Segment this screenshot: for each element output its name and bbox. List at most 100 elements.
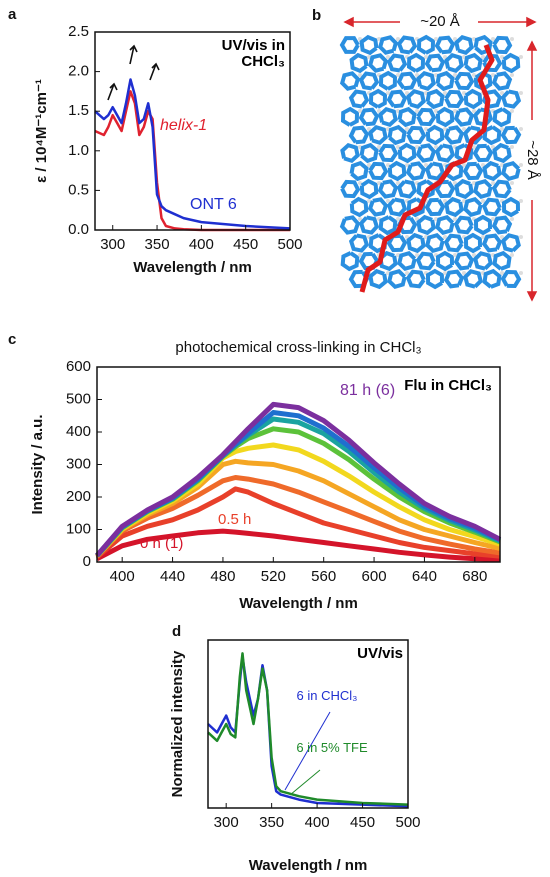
x-tick-label: 440 — [160, 568, 185, 585]
y-tick-label: 500 — [66, 390, 91, 407]
x-tick-label: 450 — [233, 236, 258, 253]
molecule-bond — [400, 109, 415, 125]
molecule-bond — [399, 38, 415, 53]
molecule-bond — [494, 218, 510, 233]
molecule-bond — [437, 38, 453, 53]
plot-frame — [208, 640, 408, 808]
molecule-bond — [437, 145, 453, 160]
molecule-bond — [485, 127, 500, 143]
series-line — [208, 657, 408, 807]
y-tick-label: 1.5 — [68, 102, 89, 119]
molecule-bond — [494, 73, 510, 88]
molecule-bond — [428, 91, 443, 107]
molecule-bond — [361, 110, 377, 125]
x-tick-label: 300 — [214, 814, 239, 831]
molecule-bond — [446, 272, 462, 287]
molecule-bond — [418, 145, 434, 160]
hydrogen-atom — [510, 181, 514, 185]
molecule-bond — [438, 253, 452, 269]
series-label: 0.5 h — [218, 512, 251, 528]
molecule-bond — [457, 181, 472, 197]
molecule-bond — [456, 254, 472, 269]
chart: b ~20 Å ~28 Å a3003504004505000.00.51.01… — [0, 0, 550, 877]
molecule-bond — [409, 235, 424, 251]
x-tick-label: 480 — [210, 568, 235, 585]
molecule-bond — [399, 74, 415, 89]
x-tick-label: 350 — [259, 814, 284, 831]
molecule-bond — [475, 181, 490, 197]
molecule-bond — [503, 235, 518, 250]
x-tick-label: 400 — [305, 814, 330, 831]
molecule-bond — [418, 110, 434, 124]
width-label: ~20 Å — [420, 13, 460, 30]
x-axis-label: Wavelength / nm — [133, 259, 252, 276]
molecule-bond — [437, 217, 452, 233]
molecule-bond — [495, 109, 510, 125]
molecule-bond — [428, 271, 442, 287]
x-tick-label: 680 — [462, 568, 487, 585]
molecule-bond — [428, 127, 442, 143]
molecule-bond — [419, 217, 434, 233]
molecule-bond — [389, 271, 404, 287]
molecule-bond — [370, 164, 386, 178]
molecule-bond — [381, 73, 395, 89]
y-tick-label: 0.0 — [68, 221, 89, 238]
molecule-bond — [408, 272, 424, 287]
x-tick-label: 640 — [412, 568, 437, 585]
molecule-bond — [380, 109, 395, 125]
molecule-bond — [427, 200, 443, 214]
panel-label: d — [172, 623, 181, 640]
hydrogen-atom — [519, 271, 523, 275]
x-tick-label: 500 — [395, 814, 420, 831]
hydrogen-atom — [510, 73, 514, 77]
molecule-bond — [351, 92, 367, 107]
x-tick-label: 560 — [311, 568, 336, 585]
molecule-bond — [485, 163, 500, 179]
molecule-bond — [495, 145, 510, 161]
molecule-bond — [380, 37, 396, 52]
x-tick-label: 500 — [277, 236, 302, 253]
molecule-bond — [418, 73, 433, 89]
molecule-bond — [352, 55, 367, 71]
x-tick-label: 600 — [362, 568, 387, 585]
molecule-bond — [446, 92, 462, 106]
molecule-bond — [446, 127, 462, 142]
panel-label: a — [8, 6, 17, 23]
y-tick-label: 200 — [66, 488, 91, 505]
x-tick-label: 400 — [189, 236, 214, 253]
molecule — [342, 37, 523, 287]
molecule-bond — [380, 181, 396, 196]
molecule-bond — [419, 37, 433, 53]
panel-label: c — [8, 331, 16, 348]
molecule-bond — [466, 55, 481, 71]
series-label: helix-1 — [160, 118, 207, 134]
y-tick-label: 0.5 — [68, 181, 89, 198]
molecule-bond — [418, 254, 434, 269]
molecule-bond — [503, 163, 518, 179]
chart-title: photochemical cross-linking in CHCl₃ — [175, 339, 421, 356]
x-axis-label: Wavelength / nm — [239, 595, 358, 612]
series-label: 0 h (1) — [140, 536, 183, 552]
hydrogen-atom — [519, 55, 523, 59]
figure: b ~20 Å ~28 Å a3003504004505000.00.51.01… — [0, 0, 550, 877]
molecule-bond — [390, 127, 405, 143]
molecule-bond — [362, 145, 377, 161]
molecule-bond — [362, 181, 376, 197]
molecule-bond — [504, 199, 518, 215]
y-axis-label: Intensity / a.u. — [29, 414, 46, 514]
molecule-bond — [351, 128, 367, 143]
molecule-bond — [351, 235, 367, 250]
hydrogen-atom — [510, 145, 514, 149]
molecule-bond — [343, 109, 357, 125]
molecule-bond — [475, 146, 491, 160]
molecule-bond — [438, 73, 453, 89]
molecule-bond — [456, 109, 472, 124]
y-tick-label: 600 — [66, 358, 91, 375]
molecule-bond — [362, 37, 377, 53]
molecule-bond — [438, 109, 452, 125]
y-tick-label: 2.0 — [68, 63, 89, 80]
molecule-bond — [456, 218, 472, 233]
molecule-bond — [352, 163, 367, 179]
molecule-bond — [427, 163, 443, 178]
molecule-bond — [447, 199, 462, 215]
